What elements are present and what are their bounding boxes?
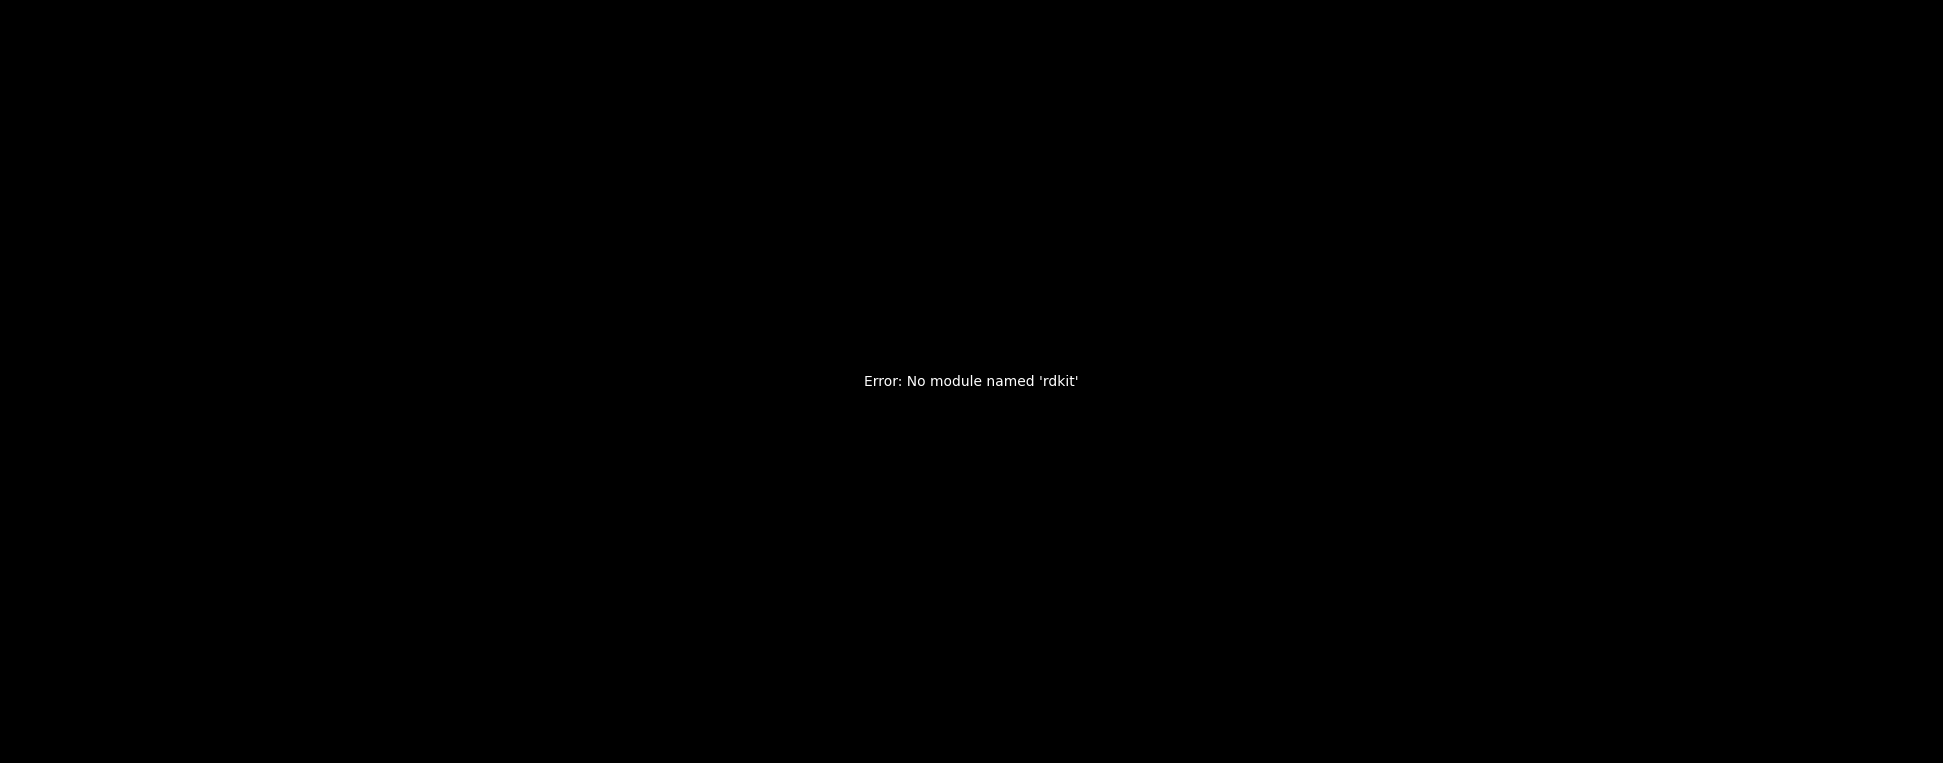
Text: Error: No module named 'rdkit': Error: No module named 'rdkit' xyxy=(865,375,1078,388)
